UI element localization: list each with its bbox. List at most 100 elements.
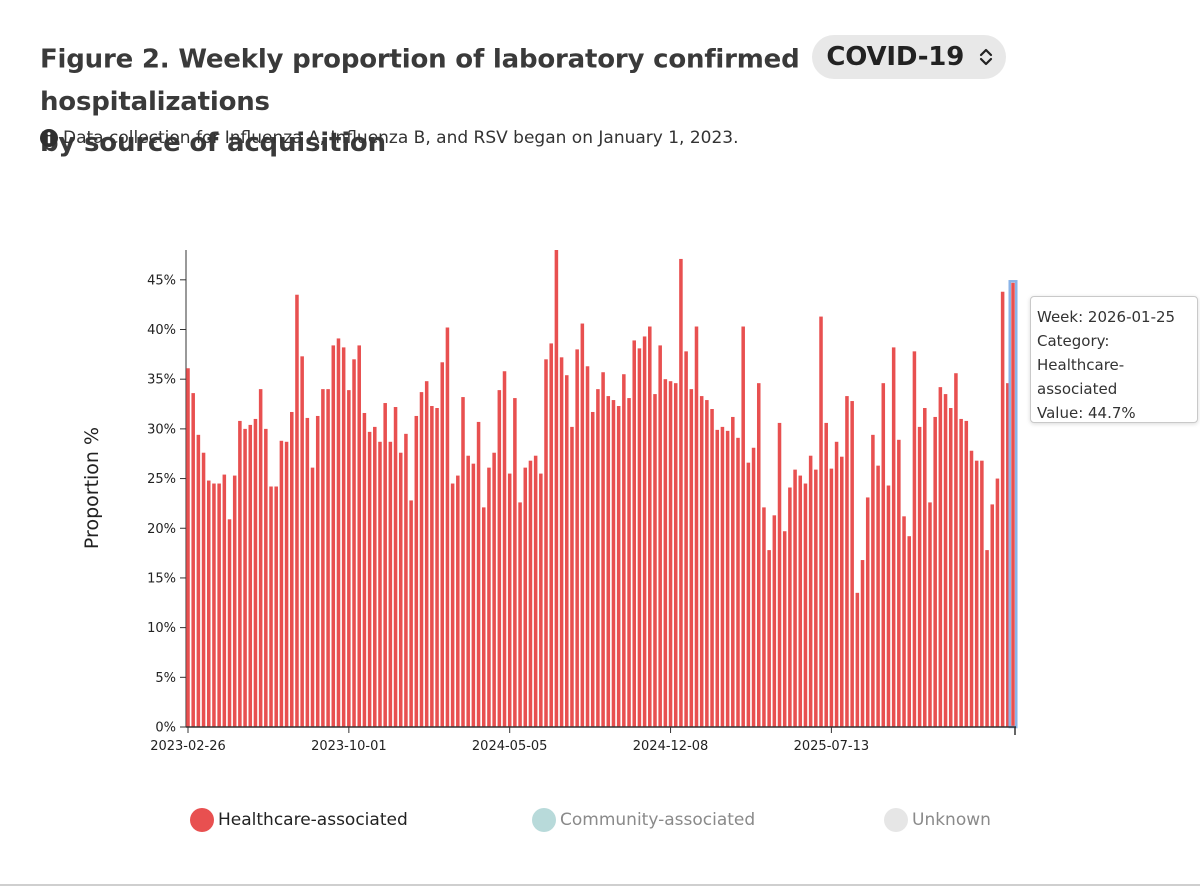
bar[interactable] — [507, 473, 512, 727]
bar[interactable] — [793, 469, 797, 727]
bar[interactable] — [751, 447, 756, 727]
bar[interactable] — [217, 483, 221, 727]
bar[interactable] — [492, 452, 496, 727]
bar[interactable] — [860, 560, 865, 727]
bar[interactable] — [974, 460, 979, 727]
bar[interactable] — [570, 426, 574, 727]
bar[interactable] — [897, 439, 901, 727]
bar[interactable] — [528, 460, 533, 727]
bar[interactable] — [679, 258, 683, 727]
bar[interactable] — [668, 381, 673, 727]
bar[interactable] — [985, 550, 989, 727]
bar[interactable] — [943, 394, 948, 727]
bar[interactable] — [637, 348, 642, 727]
bar[interactable] — [948, 408, 953, 727]
bar[interactable] — [565, 375, 569, 727]
bar[interactable] — [295, 294, 299, 727]
bar[interactable] — [393, 407, 398, 727]
bar[interactable] — [331, 345, 336, 727]
bar[interactable] — [424, 381, 429, 727]
bar[interactable] — [388, 441, 393, 727]
bar[interactable] — [367, 431, 372, 727]
bar[interactable] — [196, 434, 201, 727]
bar[interactable] — [611, 400, 616, 727]
bar[interactable] — [341, 347, 346, 727]
bar[interactable] — [269, 486, 273, 727]
bar[interactable] — [253, 418, 258, 727]
legend-item-unknown[interactable]: Unknown — [884, 808, 991, 832]
bar[interactable] — [705, 400, 709, 727]
legend-item-community[interactable]: Community-associated — [532, 808, 755, 832]
bar[interactable] — [689, 389, 694, 728]
bar[interactable] — [357, 345, 361, 727]
bar[interactable] — [725, 430, 730, 727]
bar[interactable] — [850, 401, 854, 727]
bar[interactable] — [481, 507, 486, 727]
bar[interactable] — [554, 250, 559, 727]
bar[interactable] — [653, 394, 657, 727]
bar[interactable] — [305, 417, 310, 727]
bar[interactable] — [435, 408, 439, 727]
bar[interactable] — [585, 366, 590, 727]
bar[interactable] — [990, 504, 995, 727]
bar[interactable] — [1006, 383, 1010, 727]
bar[interactable] — [855, 592, 860, 727]
bar[interactable] — [559, 357, 564, 727]
bar[interactable] — [642, 336, 647, 727]
bar[interactable] — [533, 455, 538, 727]
bar[interactable] — [762, 507, 766, 727]
bar[interactable] — [383, 403, 387, 727]
bar[interactable] — [808, 455, 813, 727]
bar[interactable] — [601, 372, 605, 727]
bar[interactable] — [684, 351, 688, 727]
bar[interactable] — [845, 396, 849, 727]
bar[interactable] — [279, 440, 284, 727]
bar[interactable] — [814, 469, 818, 727]
bar[interactable] — [917, 426, 922, 727]
bar[interactable] — [222, 474, 227, 727]
bar[interactable] — [840, 456, 844, 727]
bar[interactable] — [980, 460, 984, 727]
bar[interactable] — [819, 316, 823, 727]
bar[interactable] — [362, 412, 367, 727]
bar[interactable] — [284, 441, 289, 727]
bar[interactable] — [414, 415, 419, 727]
bar[interactable] — [803, 483, 808, 727]
bar[interactable] — [378, 441, 382, 727]
bar[interactable] — [606, 396, 611, 727]
bar[interactable] — [622, 374, 626, 727]
bar[interactable] — [710, 409, 714, 727]
bar[interactable] — [373, 426, 377, 727]
bar[interactable] — [440, 362, 445, 727]
bar[interactable] — [476, 421, 481, 727]
bar[interactable] — [430, 406, 434, 727]
bar[interactable] — [756, 383, 761, 727]
bar[interactable] — [419, 392, 424, 727]
bar[interactable] — [450, 483, 455, 727]
bar[interactable] — [212, 483, 216, 727]
bar[interactable] — [248, 424, 253, 727]
bar[interactable] — [871, 434, 875, 727]
bar[interactable] — [347, 390, 351, 727]
bar[interactable] — [404, 433, 408, 727]
bar[interactable] — [539, 473, 543, 727]
bar[interactable] — [788, 487, 792, 727]
bar-highlighted[interactable] — [1011, 282, 1015, 727]
bar[interactable] — [699, 396, 704, 727]
bar[interactable] — [445, 327, 450, 727]
bar[interactable] — [238, 420, 242, 727]
bar[interactable] — [627, 398, 631, 727]
bar[interactable] — [456, 475, 460, 727]
bar[interactable] — [658, 345, 662, 727]
bar[interactable] — [731, 416, 735, 727]
bar[interactable] — [736, 437, 740, 727]
bar[interactable] — [336, 338, 341, 727]
bar[interactable] — [580, 323, 585, 727]
bar[interactable] — [201, 452, 206, 727]
bar[interactable] — [715, 429, 720, 727]
bar[interactable] — [466, 455, 470, 727]
bar[interactable] — [326, 389, 330, 728]
bar[interactable] — [964, 420, 969, 727]
bar[interactable] — [409, 500, 413, 727]
bar[interactable] — [746, 462, 751, 727]
